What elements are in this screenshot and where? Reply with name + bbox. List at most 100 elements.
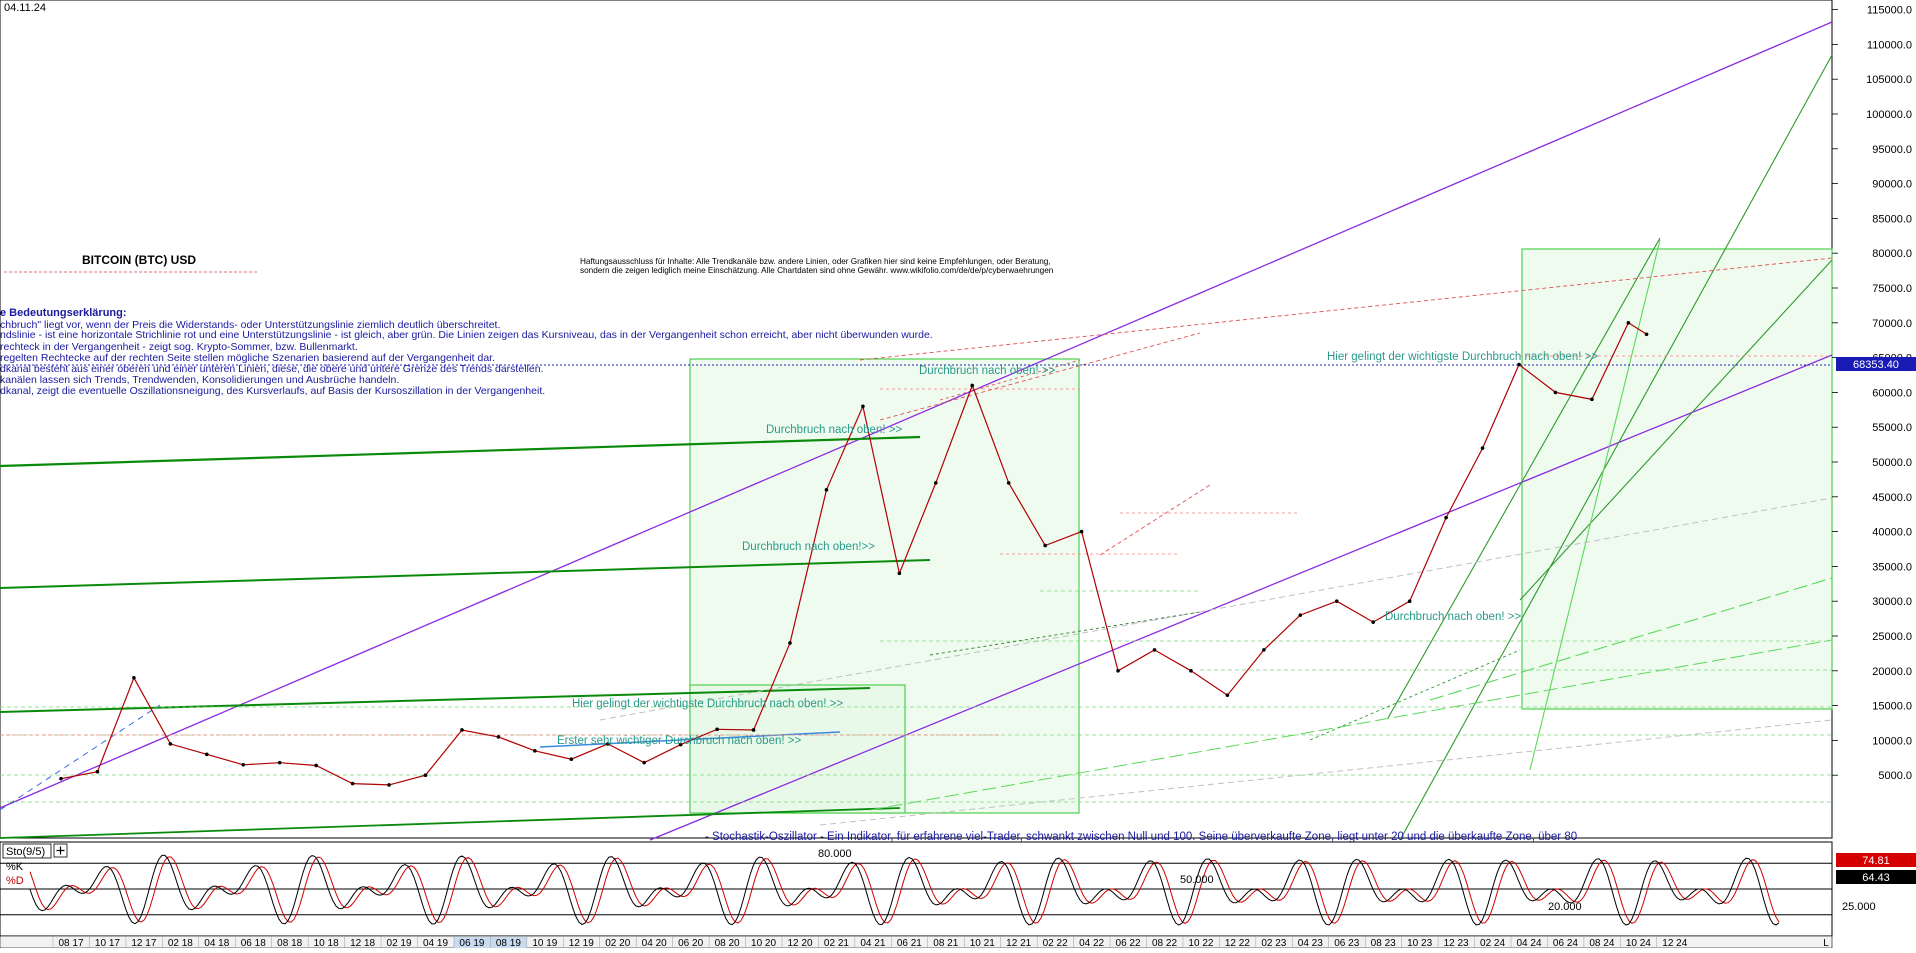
chart-date: 04.11.24 bbox=[4, 2, 46, 14]
trend-line bbox=[1529, 239, 1661, 771]
trend-line bbox=[0, 21, 1833, 809]
price-point bbox=[715, 727, 719, 732]
price-point bbox=[1480, 446, 1485, 450]
price-point bbox=[1298, 613, 1303, 617]
y-tick-label: 75000.0 bbox=[1872, 283, 1912, 295]
y-tick-label: 60000.0 bbox=[1872, 387, 1912, 399]
price-point bbox=[1152, 648, 1157, 652]
stochastic-k-line bbox=[29, 854, 1780, 926]
price-point bbox=[168, 742, 173, 746]
stochastic-axis-label: 25.000 bbox=[1842, 901, 1876, 913]
legend-line-5: dkanal besteht aus einer oberen und eine… bbox=[0, 363, 543, 375]
trend-line bbox=[1099, 484, 1211, 556]
x-tick-label: 12 24 bbox=[1662, 938, 1687, 948]
y-tick-label: 5000.0 bbox=[1878, 770, 1912, 782]
x-tick-label: 04 20 bbox=[642, 938, 667, 948]
legend-line-3: rechteck in der Vergangenheit - zeigt so… bbox=[0, 341, 358, 353]
y-tick-label: 20000.0 bbox=[1872, 666, 1912, 678]
price-point bbox=[1006, 481, 1011, 485]
trendlines-layer bbox=[0, 21, 1833, 841]
x-axis-ticks: 08 17 10 17 12 17 02 18 04 18 06 18 08 18 10 18… bbox=[52, 936, 1688, 949]
price-point bbox=[1371, 620, 1375, 624]
price-point bbox=[387, 783, 391, 787]
x-tick-label: 10 22 bbox=[1188, 938, 1213, 948]
x-tick-label: 06 23 bbox=[1334, 938, 1359, 948]
disclaimer-line-1: Haftungsausschluss für Inhalte: Alle Tre… bbox=[580, 257, 1051, 266]
stochastic-level-20: 20.000 bbox=[1548, 901, 1582, 913]
x-tick-label: 12 21 bbox=[1006, 938, 1031, 948]
x-tick-label: 02 21 bbox=[824, 938, 849, 948]
price-point bbox=[350, 781, 355, 786]
x-tick-label: 08 18 bbox=[277, 938, 302, 948]
x-tick-label: 08 23 bbox=[1371, 938, 1396, 948]
x-tick-label: 08 21 bbox=[933, 938, 958, 948]
x-tick-highlight bbox=[453, 937, 490, 948]
price-point bbox=[605, 742, 610, 746]
x-tick-label: 08 17 bbox=[58, 938, 83, 948]
price-point bbox=[205, 752, 209, 757]
price-point bbox=[678, 742, 683, 747]
trend-line bbox=[1309, 649, 1521, 741]
x-tick-label: 10 17 bbox=[95, 938, 120, 948]
price-point bbox=[642, 760, 646, 765]
y-tick-label: 100000.0 bbox=[1866, 109, 1912, 121]
y-tick-label: 85000.0 bbox=[1872, 213, 1912, 225]
x-tick-label: 06 18 bbox=[241, 938, 266, 948]
trend-line bbox=[1429, 577, 1833, 701]
disclaimer-line-2: sondern die zeigen lediglich meine Einsc… bbox=[580, 266, 1054, 275]
x-tick-label: 04 22 bbox=[1079, 938, 1104, 948]
y-tick-label: 55000.0 bbox=[1872, 422, 1912, 434]
stochastic-level-80: 80.000 bbox=[818, 848, 852, 860]
price-point bbox=[1262, 648, 1266, 652]
y-tick-label: 105000.0 bbox=[1866, 74, 1912, 86]
y-tick-label: 115000.0 bbox=[1867, 5, 1912, 17]
stochastic-k-value: 74.81 bbox=[1862, 855, 1890, 867]
price-point bbox=[59, 776, 63, 781]
x-tick-label: 12 18 bbox=[350, 938, 375, 948]
y-tick-label: 10000.0 bbox=[1872, 735, 1912, 747]
x-tick-highlight bbox=[490, 937, 527, 948]
x-tick-label: 06 20 bbox=[678, 938, 703, 948]
annotation-breakout-2021-low: Durchbruch nach oben!>> bbox=[742, 541, 875, 553]
stochastic-label-box[interactable] bbox=[2, 843, 52, 859]
x-tick-label: 06 22 bbox=[1116, 938, 1141, 948]
x-tick-label: 02 24 bbox=[1480, 938, 1505, 948]
x-tick-label: 10 19 bbox=[532, 938, 557, 948]
y-tick-label: 40000.0 bbox=[1872, 527, 1912, 539]
x-tick-label: 10 21 bbox=[970, 938, 995, 948]
x-tick-label: 04 24 bbox=[1516, 938, 1541, 948]
trend-line bbox=[939, 359, 1081, 401]
x-tick-label: 06 24 bbox=[1553, 938, 1578, 948]
x-tick-label: 04 18 bbox=[204, 938, 229, 948]
y-tick-label: 90000.0 bbox=[1872, 179, 1912, 191]
x-tick-label: 12 17 bbox=[131, 938, 156, 948]
stochastic-k-label: %K bbox=[6, 861, 24, 873]
price-point bbox=[1590, 397, 1594, 402]
trend-line bbox=[1519, 259, 1833, 601]
x-tick-label: 10 24 bbox=[1626, 938, 1651, 948]
price-point bbox=[95, 769, 100, 774]
y-tick-label: 110000.0 bbox=[1867, 39, 1912, 51]
x-tick-label: 08 20 bbox=[715, 938, 740, 948]
y-tick-label: 25000.0 bbox=[1872, 631, 1912, 643]
price-point bbox=[1644, 332, 1649, 337]
price-point bbox=[934, 481, 938, 485]
annotation-breakout-2021-top: Durchbruch nach oben! >> bbox=[919, 365, 1055, 377]
stochastic-layer bbox=[0, 854, 1832, 926]
trend-line bbox=[0, 687, 871, 713]
price-point bbox=[460, 728, 464, 732]
x-tick-label: 04 19 bbox=[423, 938, 448, 948]
x-tick-label: 10 20 bbox=[751, 938, 776, 948]
y-tick-label: 95000.0 bbox=[1872, 144, 1912, 156]
price-point bbox=[788, 641, 792, 645]
trend-line bbox=[869, 639, 1833, 811]
price-point bbox=[1225, 693, 1230, 697]
y-tick-label: 15000.0 bbox=[1872, 701, 1912, 713]
x-tick-label: 02 18 bbox=[168, 938, 193, 948]
price-point bbox=[1334, 599, 1339, 603]
trend-line bbox=[0, 807, 901, 839]
stochastic-label: Sto(9/5) bbox=[6, 846, 45, 858]
y-tick-label: 45000.0 bbox=[1872, 492, 1912, 504]
x-tick-label: 12 19 bbox=[569, 938, 594, 948]
